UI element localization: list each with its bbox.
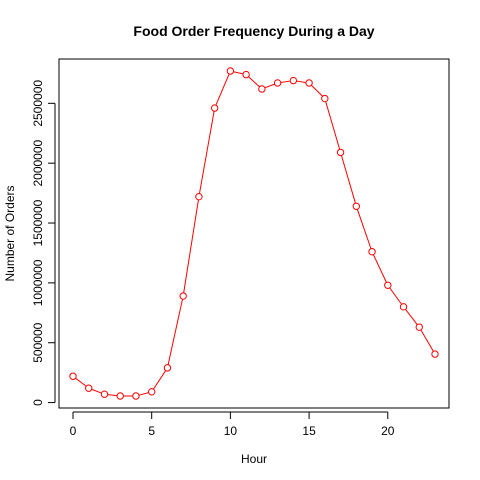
data-point (289, 76, 298, 85)
series-line-segment (183, 199, 199, 293)
series-line-segment (248, 76, 260, 88)
series-line-segment (138, 392, 149, 396)
data-point (179, 292, 187, 300)
series-line-segment (405, 309, 418, 325)
data-point (163, 364, 172, 372)
data-point (352, 202, 361, 210)
data-point (273, 79, 282, 87)
y-tick-label: 1000000 (31, 259, 45, 306)
data-point (399, 303, 408, 311)
series-line-segment (233, 71, 244, 75)
series-line-segment (325, 101, 341, 150)
data-point (195, 192, 203, 201)
chart-title: Food Order Frequency During a Day (133, 23, 374, 39)
data-point (100, 390, 109, 398)
series-line-segment (215, 73, 230, 106)
y-tick-label: 1500000 (31, 199, 45, 246)
series-line-segment (153, 370, 167, 390)
x-axis: 0 5 10 15 20 (70, 411, 395, 438)
x-tick-label: 10 (224, 424, 238, 438)
data-point (69, 372, 77, 380)
data-point (85, 384, 93, 392)
data-point (226, 67, 235, 75)
series-line-segment (420, 329, 434, 352)
series-line-segment (280, 80, 291, 83)
data-point (116, 392, 124, 400)
data-point (258, 85, 266, 93)
series-line-segment (311, 84, 323, 97)
series-layer (69, 67, 439, 400)
x-tick-label: 15 (302, 424, 316, 438)
y-tick-label: 500000 (31, 322, 45, 362)
series-line-segment (198, 111, 215, 194)
data-point (384, 281, 392, 289)
data-point (210, 104, 219, 112)
data-point (321, 94, 329, 103)
y-tick-label: 2000000 (31, 139, 45, 186)
data-point (415, 323, 423, 331)
series-line-segment (372, 254, 387, 283)
data-point (431, 350, 439, 358)
data-point (242, 70, 250, 79)
x-tick-label: 5 (148, 424, 155, 438)
series-line-segment (340, 155, 356, 204)
y-axis-label: Number of Orders (3, 185, 17, 281)
y-axis: 0 500000 1000000 1500000 2000000 2500000 (31, 80, 56, 406)
x-axis-label: Hour (241, 452, 267, 466)
y-tick-label: 0 (31, 399, 45, 406)
data-point (368, 248, 376, 256)
plot-frame (58, 58, 450, 409)
series-line-segment (107, 394, 118, 397)
data-point (147, 388, 156, 396)
y-tick-label: 2500000 (31, 80, 45, 127)
series-line-segment (264, 83, 275, 89)
series-line-segment (296, 80, 306, 83)
data-point (305, 79, 313, 87)
series-line-segment (75, 377, 87, 387)
x-tick-label: 0 (70, 424, 77, 438)
series-line-segment (91, 388, 102, 394)
series-line-segment (167, 299, 183, 365)
x-tick-label: 20 (381, 424, 395, 438)
data-point (132, 392, 140, 400)
series-line-segment (389, 287, 403, 305)
series-line-segment (356, 209, 372, 249)
data-point (336, 148, 345, 157)
